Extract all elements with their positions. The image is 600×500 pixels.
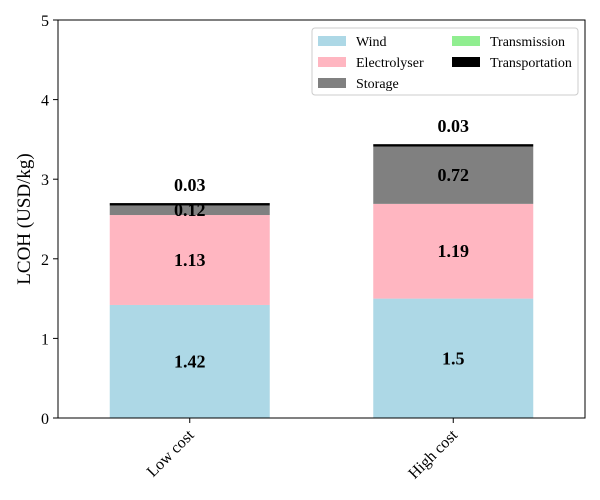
legend-swatch-storage — [318, 78, 346, 88]
data-label-transportation-high-cost: 0.03 — [438, 116, 470, 136]
bar-storage-high-cost — [373, 146, 534, 204]
x-axis: Low cost High cost — [144, 418, 461, 483]
y-tick-label: 4 — [41, 93, 49, 110]
y-tick-label: 3 — [41, 172, 49, 189]
plot-frame — [57, 19, 586, 419]
legend-label-electrolyser: Electrolyser — [356, 56, 424, 71]
data-labels-group: 1.42 1.13 0.12 0.03 1.5 1.19 0.72 0.03 — [174, 116, 469, 371]
y-tick-label: 2 — [41, 252, 49, 269]
y-axis: 0 1 2 3 4 5 — [41, 13, 58, 428]
legend-frame — [311, 27, 579, 96]
data-label-electrolyser-low-cost: 1.13 — [174, 250, 206, 270]
x-tick-label-high-cost: High cost — [405, 426, 461, 482]
y-tick-label: 5 — [41, 13, 49, 30]
bars-group — [109, 144, 534, 418]
bar-storage-low-cost — [109, 205, 270, 216]
legend-label-transportation: Transportation — [490, 56, 572, 71]
bar-transportation-high-cost — [373, 144, 534, 147]
legend-label-storage: Storage — [356, 77, 399, 92]
data-label-wind-low-cost: 1.42 — [174, 351, 206, 371]
y-tick-label: 1 — [41, 331, 49, 348]
legend-swatch-electrolyser — [318, 57, 346, 67]
bar-transportation-low-cost — [109, 203, 270, 206]
legend: Wind Electrolyser Storage Transmission Trans… — [311, 27, 579, 96]
legend-swatch-transmission — [452, 36, 480, 46]
bar-wind-low-cost — [109, 304, 270, 418]
y-tick-label: 0 — [41, 411, 49, 428]
legend-label-transmission: Transmission — [490, 35, 565, 50]
legend-swatch-transportation — [452, 57, 480, 67]
data-label-electrolyser-high-cost: 1.19 — [438, 241, 470, 261]
data-label-wind-high-cost: 1.5 — [442, 348, 465, 368]
data-label-transportation-low-cost: 0.03 — [174, 175, 206, 195]
y-axis-title: LCOH (USD/kg) — [14, 153, 35, 284]
legend-swatch-wind — [318, 36, 346, 46]
bar-electrolyser-high-cost — [373, 203, 534, 299]
data-label-storage-high-cost: 0.72 — [438, 165, 470, 185]
x-tick-label-low-cost: Low cost — [144, 426, 198, 480]
legend-label-wind: Wind — [356, 35, 387, 50]
bar-electrolyser-low-cost — [109, 215, 270, 305]
data-label-storage-low-cost: 0.12 — [174, 200, 206, 220]
bar-wind-high-cost — [373, 298, 534, 418]
